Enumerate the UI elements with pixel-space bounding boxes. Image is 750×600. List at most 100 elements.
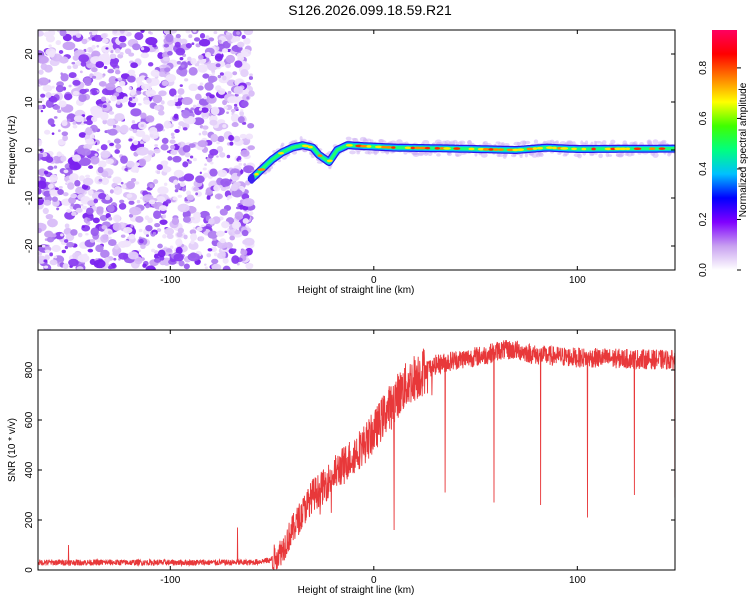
noise-blob (79, 70, 83, 74)
snr-xtick-label: 100 (569, 575, 586, 586)
colorbar-tick-label: 0.6 (698, 111, 709, 125)
noise-blob (69, 173, 79, 182)
noise-blob (177, 125, 182, 129)
noise-blob (179, 70, 188, 77)
noise-blob (115, 143, 122, 150)
noise-blob (76, 266, 84, 270)
signal-peak (439, 147, 445, 150)
noise-blob (133, 162, 140, 167)
noise-blob (38, 97, 44, 103)
noise-blob (119, 42, 127, 48)
noise-blob (202, 73, 210, 79)
signal-halo (518, 153, 524, 156)
noise-blob (203, 96, 207, 100)
colorbar-ticks: 0.0 0.2 0.4 0.6 0.8 (698, 61, 741, 277)
colorbar-scale (712, 30, 737, 270)
noise-blob (241, 100, 249, 108)
signal-halo (349, 150, 356, 155)
noise-blob (73, 115, 84, 123)
noise-blob (100, 144, 108, 151)
noise-blob (81, 225, 85, 229)
noise-blob (225, 242, 233, 249)
noise-blob (120, 234, 126, 238)
noise-blob (119, 199, 125, 204)
noise-blob (118, 35, 127, 43)
noise-blob (170, 149, 178, 156)
noise-blob (43, 31, 51, 38)
signal-halo (610, 139, 616, 145)
spectrogram-noise (38, 30, 256, 270)
noise-blob (39, 148, 44, 154)
noise-blob (185, 30, 191, 34)
noise-blob (43, 190, 52, 197)
snr-xtick-label: 0 (371, 575, 377, 586)
noise-blob (217, 169, 228, 177)
noise-blob (112, 250, 119, 257)
signal-halo (652, 152, 659, 158)
noise-blob (170, 132, 175, 137)
noise-blob (38, 153, 44, 158)
noise-blob (209, 148, 219, 156)
noise-blob (75, 186, 85, 195)
noise-blob (85, 120, 93, 126)
noise-blob (83, 117, 87, 122)
noise-blob (163, 43, 170, 48)
noise-blob (236, 262, 240, 266)
noise-blob (169, 88, 177, 97)
snr-ytick-label: 800 (24, 361, 35, 378)
noise-blob (66, 208, 72, 213)
noise-blob (216, 155, 219, 158)
noise-blob (213, 252, 218, 257)
noise-blob (50, 96, 58, 103)
noise-blob (198, 107, 203, 111)
noise-blob (87, 218, 91, 222)
noise-blob (236, 31, 241, 36)
noise-blob (58, 186, 63, 189)
noise-blob (116, 100, 121, 105)
noise-blob (199, 171, 203, 175)
noise-blob (240, 149, 250, 157)
noise-blob (126, 193, 133, 198)
noise-blob (53, 255, 58, 259)
noise-blob (38, 55, 49, 64)
noise-blob (152, 231, 157, 236)
noise-blob (174, 189, 179, 193)
noise-blob (158, 110, 165, 116)
noise-blob (154, 105, 161, 111)
noise-blob (126, 160, 135, 168)
noise-blob (106, 118, 116, 127)
signal-band-inner (250, 143, 675, 181)
noise-blob (145, 234, 149, 238)
noise-blob (75, 207, 83, 213)
noise-blob (47, 165, 54, 171)
noise-blob (145, 115, 155, 123)
noise-blob (66, 241, 75, 248)
noise-blob (204, 82, 214, 91)
noise-blob (142, 263, 147, 268)
noise-blob (238, 162, 243, 166)
signal-peak (434, 146, 441, 150)
noise-blob (182, 144, 191, 153)
signal-peak (604, 147, 612, 151)
signal-peak (658, 147, 666, 150)
signal-peak (633, 147, 642, 151)
noise-blob (38, 139, 43, 145)
noise-blob (79, 88, 87, 95)
noise-blob (140, 112, 147, 119)
signal-halo (480, 152, 488, 158)
noise-blob (40, 63, 48, 71)
signal-peak (560, 147, 569, 150)
noise-blob (195, 43, 201, 48)
noise-blob (190, 107, 195, 111)
noise-blob (145, 37, 158, 46)
noise-blob (192, 104, 197, 109)
noise-blob (145, 224, 153, 232)
signal-peak (493, 148, 499, 151)
noise-blob (191, 42, 195, 46)
noise-blob (105, 82, 116, 91)
noise-blob (156, 228, 162, 233)
noise-blob (119, 30, 125, 34)
noise-blob (210, 106, 220, 116)
noise-blob (152, 267, 156, 270)
signal-peak (591, 147, 596, 151)
